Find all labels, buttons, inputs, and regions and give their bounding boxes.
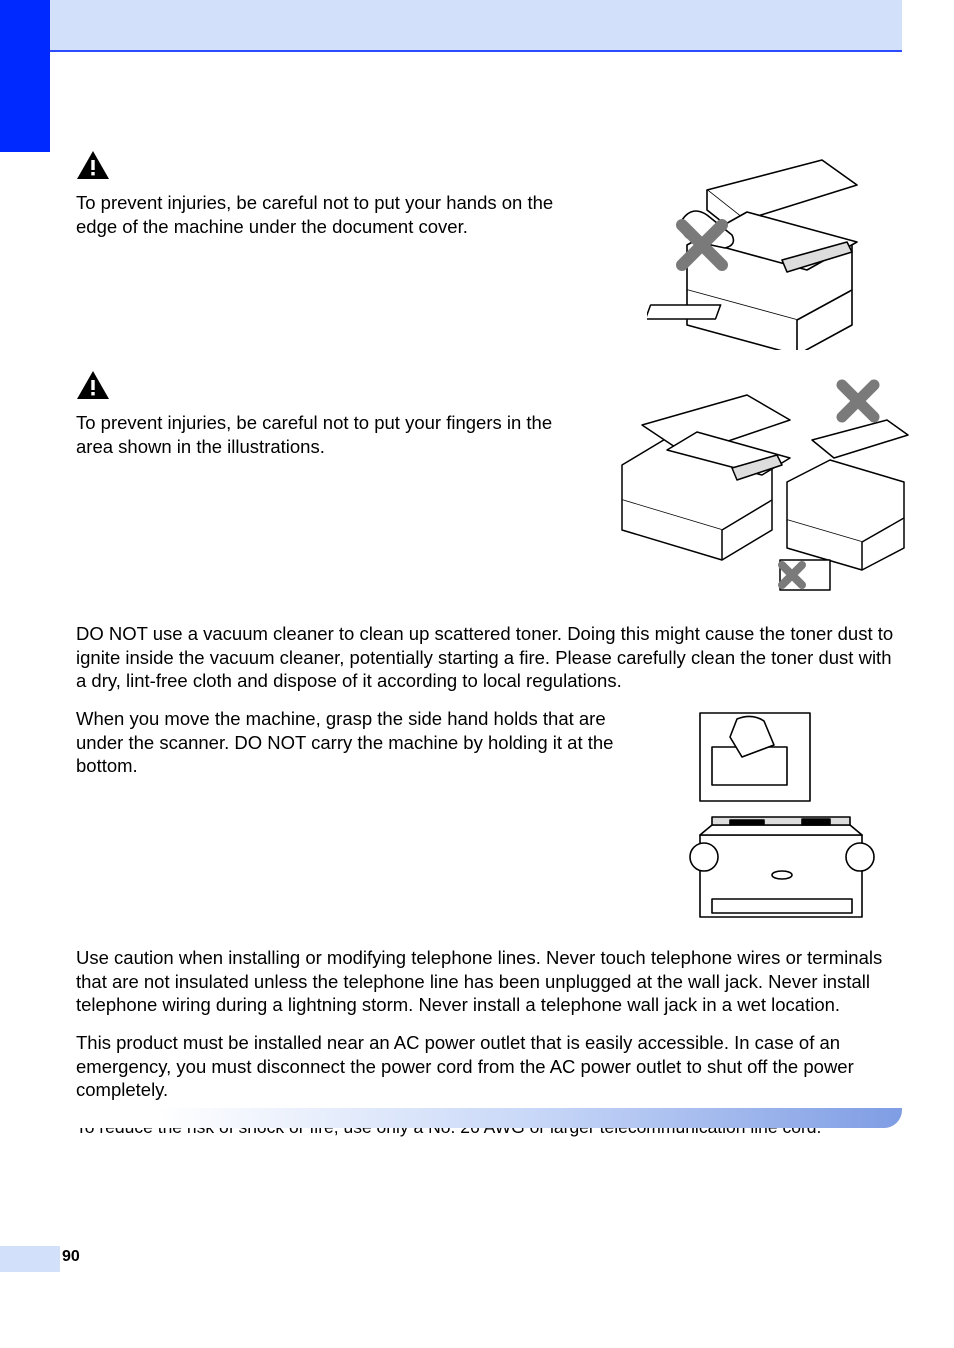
- paragraph-power: This product must be installed near an A…: [76, 1031, 902, 1102]
- page-number: 90: [62, 1248, 80, 1266]
- move-machine-block: When you move the machine, grasp the sid…: [76, 707, 902, 932]
- paragraph-move: When you move the machine, grasp the sid…: [76, 707, 650, 778]
- warning-block-2: To prevent injuries, be careful not to p…: [76, 370, 902, 600]
- page-number-bg: [0, 1246, 60, 1272]
- paragraph-vacuum: DO NOT use a vacuum cleaner to clean up …: [76, 622, 902, 693]
- header-band: [50, 0, 902, 52]
- warning-text-col: To prevent injuries, be careful not to p…: [76, 370, 590, 458]
- content-area: To prevent injuries, be careful not to p…: [76, 150, 902, 1138]
- illustration-printer-fingers: [622, 370, 902, 600]
- footer-gradient: [76, 1108, 902, 1128]
- page: To prevent injuries, be careful not to p…: [0, 0, 954, 1348]
- warning-icon: [76, 370, 110, 400]
- warning-text: To prevent injuries, be careful not to p…: [76, 191, 590, 238]
- warning-icon: [76, 150, 110, 180]
- side-tab: [0, 0, 50, 152]
- warning-text: To prevent injuries, be careful not to p…: [76, 411, 590, 458]
- warning-text-col: To prevent injuries, be careful not to p…: [76, 150, 590, 238]
- illustration-carry: [682, 707, 902, 932]
- warning-block-1: To prevent injuries, be careful not to p…: [76, 150, 902, 350]
- illustration-printer-cover: [622, 150, 902, 350]
- paragraph-telephone: Use caution when installing or modifying…: [76, 946, 902, 1017]
